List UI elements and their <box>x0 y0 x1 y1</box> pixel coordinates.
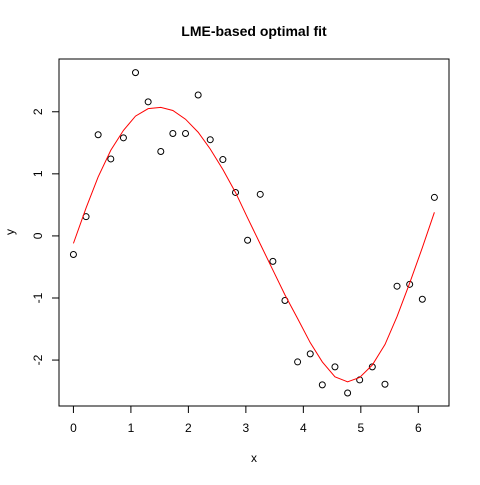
data-point <box>144 98 152 106</box>
data-point <box>418 295 426 303</box>
x-tick-label: 3 <box>243 421 250 435</box>
x-tick-label: 2 <box>185 421 192 435</box>
data-point <box>194 91 202 99</box>
data-point <box>94 131 102 139</box>
data-point <box>244 236 252 244</box>
x-axis-label: x <box>251 451 257 465</box>
data-point <box>157 147 165 155</box>
data-point <box>107 155 115 163</box>
fit-line <box>72 106 435 383</box>
data-point <box>232 188 240 196</box>
data-point <box>182 129 190 137</box>
data-point <box>318 381 326 389</box>
x-tick-label: 5 <box>357 421 364 435</box>
y-tick-label: -2 <box>31 354 45 365</box>
data-point <box>69 251 77 259</box>
x-tick-label: 6 <box>415 421 422 435</box>
y-axis-label: y <box>3 229 17 235</box>
data-point <box>269 257 277 265</box>
data-point <box>294 358 302 366</box>
data-point <box>368 363 376 371</box>
data-point <box>256 190 264 198</box>
y-tick-label: 0 <box>31 232 45 239</box>
y-tick-label: 1 <box>31 170 45 177</box>
data-point <box>331 363 339 371</box>
data-point <box>406 280 414 288</box>
plot-frame <box>58 58 450 407</box>
data-point <box>306 350 314 358</box>
data-point <box>132 69 140 77</box>
x-tick-label: 0 <box>70 421 77 435</box>
data-point <box>219 156 227 164</box>
data-point <box>430 193 438 201</box>
data-point <box>393 282 401 290</box>
chart-title: LME-based optimal fit <box>181 23 327 39</box>
data-point <box>344 389 352 397</box>
y-tick-label: -1 <box>31 292 45 303</box>
y-tick-label: 2 <box>31 108 45 115</box>
data-point <box>119 134 127 142</box>
data-point <box>381 380 389 388</box>
data-point <box>206 136 214 144</box>
x-tick-label: 1 <box>128 421 135 435</box>
x-tick-label: 4 <box>300 421 307 435</box>
data-point <box>169 129 177 137</box>
